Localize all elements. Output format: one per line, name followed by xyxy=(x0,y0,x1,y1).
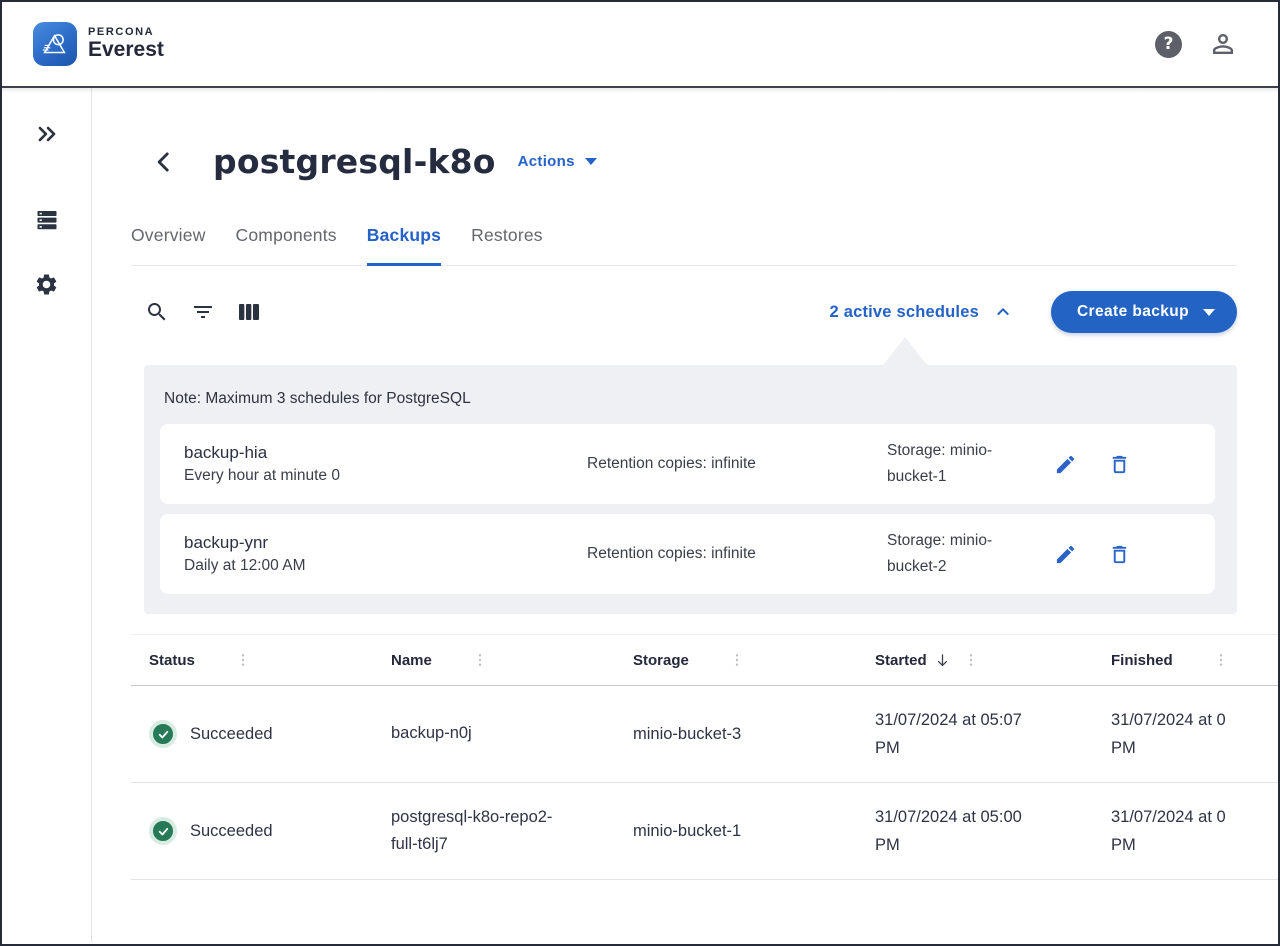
schedules-panel: Note: Maximum 3 schedules for PostgreSQL… xyxy=(144,365,1237,614)
schedule-storage: Storage: minio-bucket-1 xyxy=(887,441,993,485)
backup-storage: minio-bucket-3 xyxy=(633,724,742,743)
caret-down-icon xyxy=(1203,308,1215,316)
panel-pointer xyxy=(883,337,927,365)
column-menu-icon[interactable] xyxy=(235,651,251,669)
panel-pointer-wrap xyxy=(131,333,1278,365)
backup-finished: 31/07/2024 at 0 PM xyxy=(1111,807,1226,854)
tab-backups[interactable]: Backups xyxy=(366,211,442,266)
page-title: postgresql-k8o xyxy=(213,142,496,181)
brand-everest: Everest xyxy=(88,38,164,62)
table-toolbar: 2 active schedules Create backup xyxy=(131,291,1237,333)
table-header-row: Status Name Storage xyxy=(131,634,1278,686)
schedule-frequency: Every hour at minute 0 xyxy=(184,467,340,484)
back-icon[interactable] xyxy=(151,147,177,177)
schedule-name: backup-ynr xyxy=(184,533,269,552)
columns-icon[interactable] xyxy=(237,300,261,324)
schedule-card: backup-ynr Daily at 12:00 AM Retention c… xyxy=(160,514,1215,594)
title-row: postgresql-k8o Actions xyxy=(131,142,1237,181)
column-menu-icon[interactable] xyxy=(1213,651,1229,669)
create-backup-button[interactable]: Create backup xyxy=(1050,291,1237,333)
status-text: Succeeded xyxy=(190,821,273,840)
backup-name: postgresql-k8o-repo2-full-t6lj7 xyxy=(391,807,553,853)
chevron-up-icon xyxy=(997,308,1009,315)
sidebar xyxy=(2,88,92,942)
caret-down-icon xyxy=(584,158,597,165)
brand-text: PERCONA Everest xyxy=(88,25,164,62)
app-header: PERCONA Everest ? xyxy=(2,2,1278,88)
schedule-storage: Storage: minio-bucket-2 xyxy=(887,531,993,575)
actions-label: Actions xyxy=(517,153,575,170)
backups-table: Status Name Storage xyxy=(131,634,1278,880)
help-icon[interactable]: ? xyxy=(1155,30,1182,58)
sort-desc-icon xyxy=(934,652,951,669)
edit-schedule-icon[interactable] xyxy=(1045,534,1085,574)
active-schedules-label: 2 active schedules xyxy=(829,302,979,321)
schedules-note: Note: Maximum 3 schedules for PostgreSQL xyxy=(164,390,471,407)
brand-percona: PERCONA xyxy=(88,25,155,38)
column-header-status[interactable]: Status xyxy=(149,651,391,669)
column-menu-icon[interactable] xyxy=(963,651,979,669)
backup-started: 31/07/2024 at 05:00 PM xyxy=(875,807,1022,854)
backup-storage: minio-bucket-1 xyxy=(633,821,742,840)
main-content: postgresql-k8o Actions Overview Componen… xyxy=(92,88,1278,942)
column-header-started[interactable]: Started xyxy=(875,651,1111,669)
tab-bar: Overview Components Backups Restores xyxy=(131,211,1237,266)
sidebar-expand-icon[interactable] xyxy=(23,110,71,158)
column-menu-icon[interactable] xyxy=(729,651,745,669)
tab-restores[interactable]: Restores xyxy=(471,225,543,245)
backup-started: 31/07/2024 at 05:07 PM xyxy=(875,710,1022,757)
tab-components[interactable]: Components xyxy=(235,225,337,245)
delete-schedule-icon[interactable] xyxy=(1099,534,1139,574)
column-header-name[interactable]: Name xyxy=(391,651,633,669)
success-check-icon xyxy=(149,720,177,748)
brand-logo[interactable]: PERCONA Everest xyxy=(33,22,164,66)
backup-name: backup-n0j xyxy=(391,724,472,743)
tab-overview[interactable]: Overview xyxy=(131,225,206,245)
delete-schedule-icon[interactable] xyxy=(1099,444,1139,484)
column-menu-icon[interactable] xyxy=(472,651,488,669)
search-icon[interactable] xyxy=(145,300,169,324)
success-check-icon xyxy=(149,817,177,845)
backup-finished: 31/07/2024 at 0 PM xyxy=(1111,710,1226,757)
edit-schedule-icon[interactable] xyxy=(1045,444,1085,484)
table-row: Succeeded backup-n0j minio-bucket-3 31/0… xyxy=(131,686,1278,783)
everest-logo-icon xyxy=(33,22,77,66)
column-header-finished[interactable]: Finished xyxy=(1111,651,1278,669)
header-actions: ? xyxy=(1155,29,1238,59)
user-icon[interactable] xyxy=(1208,29,1238,59)
active-schedules-toggle[interactable]: 2 active schedules xyxy=(830,303,1011,322)
schedule-frequency: Daily at 12:00 AM xyxy=(184,557,306,574)
column-header-storage[interactable]: Storage xyxy=(633,651,875,669)
filter-icon[interactable] xyxy=(191,300,215,324)
schedule-name: backup-hia xyxy=(184,443,268,462)
schedule-retention: Retention copies: infinite xyxy=(587,545,756,562)
status-text: Succeeded xyxy=(190,724,273,743)
sidebar-item-databases[interactable] xyxy=(23,196,71,244)
schedule-retention: Retention copies: infinite xyxy=(587,455,756,472)
create-backup-label: Create backup xyxy=(1076,303,1189,320)
actions-menu-button[interactable]: Actions xyxy=(518,153,597,170)
sidebar-item-settings[interactable] xyxy=(23,260,71,308)
table-row: Succeeded postgresql-k8o-repo2-full-t6lj… xyxy=(131,783,1278,880)
schedule-card: backup-hia Every hour at minute 0 Retent… xyxy=(160,424,1215,504)
